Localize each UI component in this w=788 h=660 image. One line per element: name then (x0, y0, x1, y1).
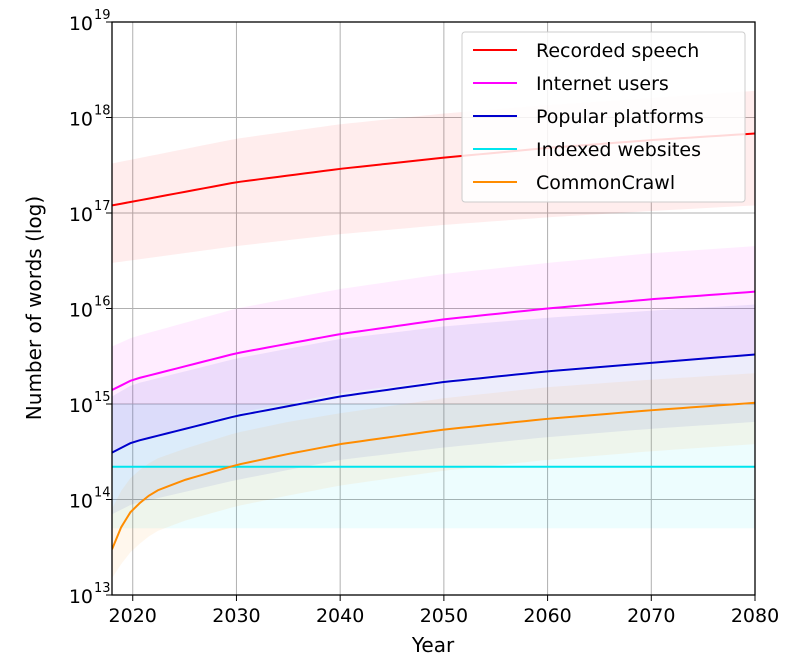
y-tick-label: 10 (69, 13, 93, 35)
x-tick-label: 2030 (212, 605, 260, 627)
confidence-bands (112, 90, 755, 579)
y-tick-exponent: 18 (94, 104, 111, 119)
y-tick-label: 10 (69, 204, 93, 226)
x-tick-label: 2050 (420, 605, 468, 627)
y-tick-exponent: 19 (94, 8, 111, 23)
y-tick-exponent: 15 (94, 390, 111, 405)
y-tick-exponent: 13 (94, 581, 111, 596)
legend-label: CommonCrawl (536, 172, 675, 194)
y-tick-exponent: 17 (94, 199, 111, 214)
legend-box (461, 31, 746, 203)
line-internet-users (112, 290, 755, 391)
x-tick-label: 2080 (731, 605, 779, 627)
legend-label: Recorded speech (536, 40, 699, 62)
band-internet-users (112, 246, 755, 454)
x-tick-label: 2040 (316, 605, 364, 627)
x-axis-ticks: 2020 2030 2040 2050 2060 2070 2080 (109, 595, 779, 627)
y-tick-base: 10 (69, 586, 93, 608)
y-tick-label: 10 (69, 491, 93, 513)
y-tick-label: 10 (69, 586, 93, 608)
band-commoncrawl (112, 373, 755, 579)
legend-label: Popular platforms (536, 106, 704, 128)
line-commoncrawl (112, 401, 755, 550)
y-tick-label: 10 (69, 395, 93, 417)
y-tick-exponent: 16 (94, 295, 111, 310)
y-tick-label: 10 (69, 109, 93, 131)
x-axis-label: Year (411, 633, 455, 657)
band-popular-platforms (112, 304, 755, 515)
x-tick-label: 2060 (523, 605, 571, 627)
y-tick-base: 10 (69, 491, 93, 513)
legend-label: Indexed websites (536, 139, 701, 161)
y-axis-label: Number of words (log) (22, 196, 46, 420)
x-tick-label: 2070 (627, 605, 675, 627)
y-tick-base: 10 (69, 204, 93, 226)
legend-label: Internet users (536, 73, 669, 95)
y-tick-base: 10 (69, 300, 93, 322)
y-tick-label: 10 (69, 300, 93, 322)
y-tick-base: 10 (69, 109, 93, 131)
legend: Recorded speech Internet users Popular pla… (461, 31, 746, 203)
grid (112, 22, 756, 595)
y-tick-base: 10 (69, 13, 93, 35)
y-tick-base: 10 (69, 395, 93, 417)
x-tick-label: 2020 (109, 605, 157, 627)
y-tick-exponent: 14 (94, 486, 111, 501)
line-popular-platforms (112, 353, 755, 454)
